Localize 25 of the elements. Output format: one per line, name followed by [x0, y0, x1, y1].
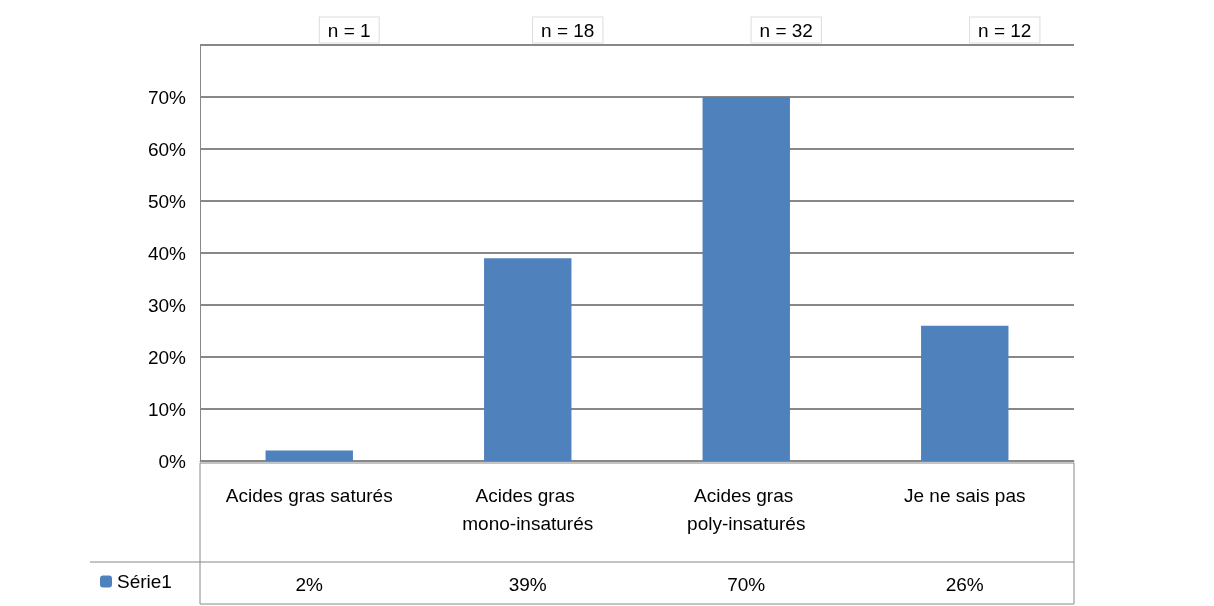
data-label: 2% [295, 573, 324, 595]
bar [702, 97, 790, 461]
y-tick-label: 70% [147, 86, 187, 108]
y-tick-label: 30% [147, 294, 187, 316]
y-tick-label: 60% [147, 138, 187, 160]
bar [265, 450, 353, 461]
data-label: 39% [508, 573, 547, 595]
y-tick-label: 50% [147, 190, 187, 212]
bar [484, 258, 572, 461]
x-tick-label: Acides gras saturés [225, 484, 393, 506]
bar [921, 325, 1009, 461]
y-tick-label: 0% [158, 450, 187, 472]
data-label: 26% [945, 573, 984, 595]
data-label: 70% [727, 573, 766, 595]
y-tick-label: 10% [147, 398, 187, 420]
legend-label: Série1 [117, 571, 172, 592]
x-tick-label: Acides gras poly-insaturés [687, 484, 806, 534]
text: n = 32 [759, 19, 813, 41]
text: n = 12 [978, 19, 1032, 41]
y-tick-label: 40% [147, 242, 187, 264]
y-tick-label: 20% [147, 346, 187, 368]
x-tick-label: Acides gras mono-insaturés [462, 484, 594, 534]
text: n = 18 [541, 19, 595, 41]
text: n = 1 [327, 19, 371, 41]
x-tick-label: Je ne sais pas [904, 484, 1026, 506]
